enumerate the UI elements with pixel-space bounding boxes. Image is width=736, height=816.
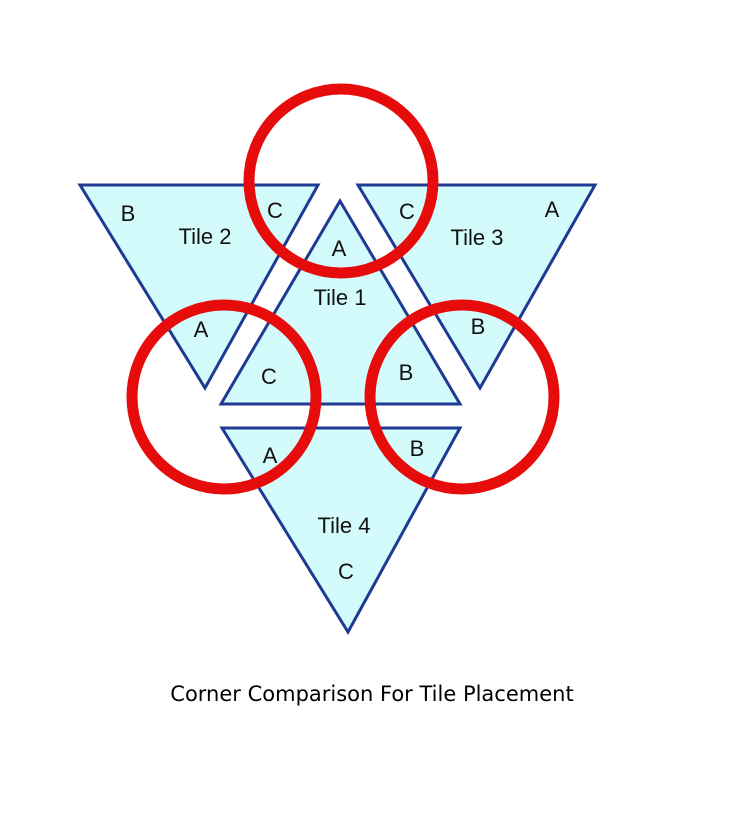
tile-4-label: Tile 4 (318, 513, 371, 538)
tile-3-corner-b: B (471, 314, 486, 339)
tile-2-corner-b: B (121, 201, 136, 226)
tile-1-corner-b: B (399, 360, 414, 385)
tile-2-triangle (77, 183, 321, 391)
tile-1-corner-c: C (261, 364, 277, 389)
right-comparison-ring (364, 299, 560, 495)
tile-2-corner-c: C (267, 198, 283, 223)
tile-3-corner-a: A (545, 197, 560, 222)
tile-1-label: Tile 1 (314, 285, 367, 310)
tile-3-label: Tile 3 (451, 225, 504, 250)
tile-1-triangle (218, 198, 463, 406)
tile-4-triangle (219, 426, 463, 635)
top-comparison-ring (243, 83, 439, 279)
tile-4-corner-b: B (410, 436, 425, 461)
left-comparison-ring (126, 299, 322, 495)
tile-4-corner-c: C (338, 559, 354, 584)
tile-2-corner-a: A (194, 317, 209, 342)
diagram-caption: Corner Comparison For Tile Placement (170, 682, 573, 706)
tile-1-corner-a: A (332, 236, 347, 261)
tile-2-label: Tile 2 (179, 224, 232, 249)
tile-3-corner-c: C (399, 199, 415, 224)
tile-4-corner-a: A (263, 443, 278, 468)
